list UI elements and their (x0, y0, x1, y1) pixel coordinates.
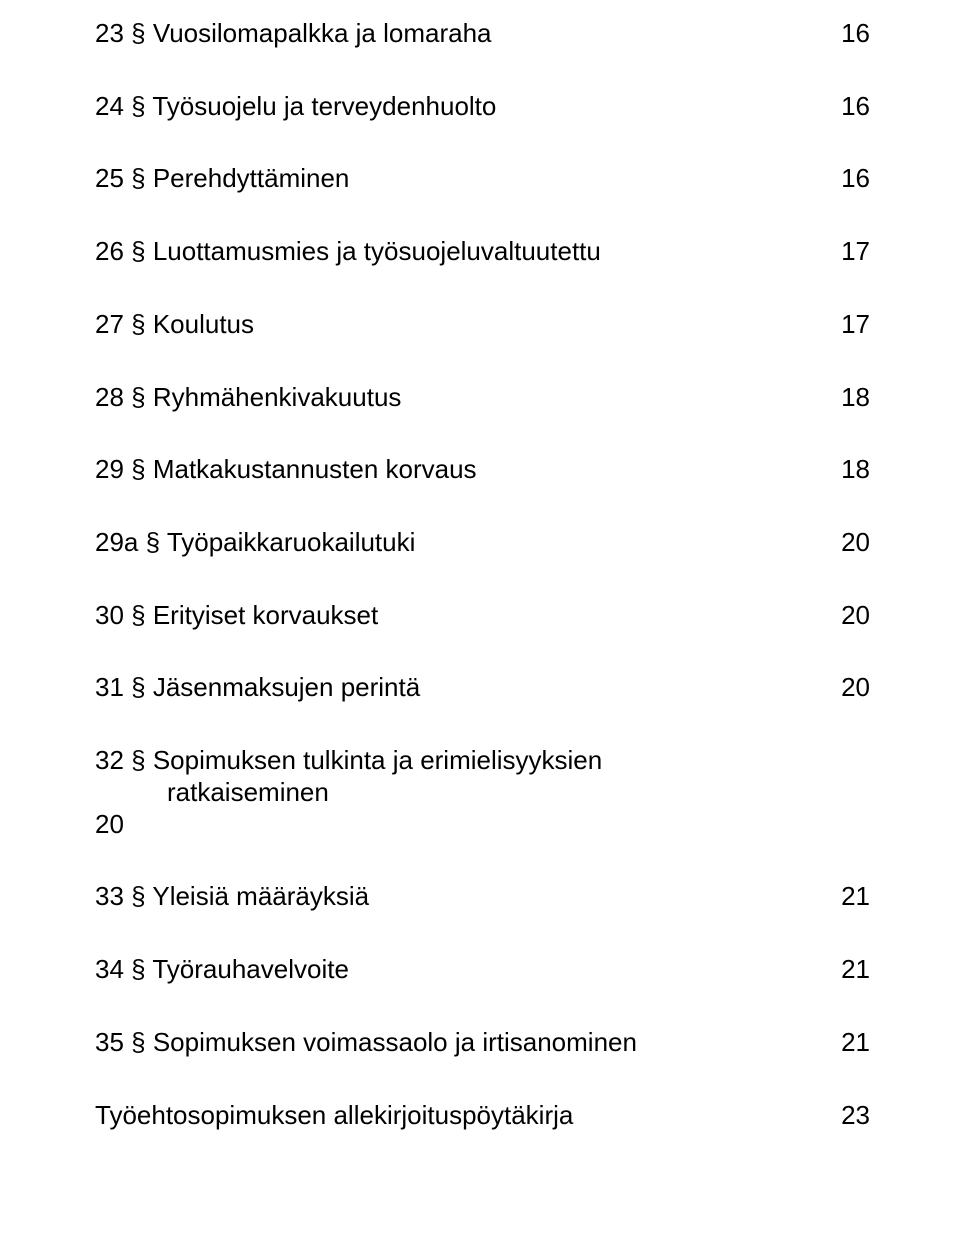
toc-entry-page: 21 (822, 954, 870, 986)
toc-entry-page: 17 (822, 236, 870, 268)
toc-entry: 35 § Sopimuksen voimassaolo ja irtisanom… (95, 1027, 870, 1059)
toc-entry-title: 34 § Työrauhavelvoite (95, 954, 822, 986)
toc-entry-page: 16 (822, 91, 870, 123)
toc-entry: 31 § Jäsenmaksujen perintä 20 (95, 672, 870, 704)
toc-entry-page: 20 (822, 527, 870, 559)
toc-entry-title: 32 § Sopimuksen tulkinta ja erimielisyyk… (95, 745, 822, 777)
toc-entry: 25 § Perehdyttäminen 16 (95, 163, 870, 195)
document-page: 23 § Vuosilomapalkka ja lomaraha 16 24 §… (0, 0, 960, 1251)
toc-entry: 28 § Ryhmähenkivakuutus 18 (95, 382, 870, 414)
toc-entry-multiline: 32 § Sopimuksen tulkinta ja erimielisyyk… (95, 745, 870, 840)
toc-entry-title: 35 § Sopimuksen voimassaolo ja irtisanom… (95, 1027, 822, 1059)
toc-entry: 29 § Matkakustannusten korvaus 18 (95, 454, 870, 486)
toc-entry-title: Työehtosopimuksen allekirjoituspöytäkirj… (95, 1100, 822, 1132)
toc-entry-page: 16 (822, 18, 870, 50)
toc-entry-title: 24 § Työsuojelu ja terveydenhuolto (95, 91, 822, 123)
toc-entry-page: 16 (822, 163, 870, 195)
toc-entry: 29a § Työpaikkaruokailutuki 20 (95, 527, 870, 559)
toc-entry: 27 § Koulutus 17 (95, 309, 870, 341)
toc-entry-page: 20 (822, 600, 870, 632)
toc-entry-title: 33 § Yleisiä määräyksiä (95, 881, 822, 913)
toc-entry-page: 18 (822, 454, 870, 486)
toc-entry-title: 31 § Jäsenmaksujen perintä (95, 672, 822, 704)
toc-entry-page: 17 (822, 309, 870, 341)
toc-entry-title: 28 § Ryhmähenkivakuutus (95, 382, 822, 414)
toc-entry-page: 18 (822, 382, 870, 414)
toc-entry-title: 30 § Erityiset korvaukset (95, 600, 822, 632)
toc-entry-page: 23 (822, 1100, 870, 1132)
toc-entry-title: 27 § Koulutus (95, 309, 822, 341)
toc-entry-page: 20 (95, 809, 870, 841)
toc-entry: 33 § Yleisiä määräyksiä 21 (95, 881, 870, 913)
toc-entry: 24 § Työsuojelu ja terveydenhuolto 16 (95, 91, 870, 123)
toc-entry: 26 § Luottamusmies ja työsuojeluvaltuute… (95, 236, 870, 268)
toc-entry-line1: 32 § Sopimuksen tulkinta ja erimielisyyk… (95, 745, 870, 777)
toc-entry: 23 § Vuosilomapalkka ja lomaraha 16 (95, 18, 870, 50)
toc-entry-page: 20 (822, 672, 870, 704)
toc-entry-title: 23 § Vuosilomapalkka ja lomaraha (95, 18, 822, 50)
toc-entry-line2: ratkaiseminen (95, 777, 870, 809)
toc-entry-title: 29 § Matkakustannusten korvaus (95, 454, 822, 486)
toc-entry-page: 21 (822, 881, 870, 913)
toc-entry: Työehtosopimuksen allekirjoituspöytäkirj… (95, 1100, 870, 1132)
toc-entry-title: 25 § Perehdyttäminen (95, 163, 822, 195)
toc-entry-title: 29a § Työpaikkaruokailutuki (95, 527, 822, 559)
toc-entry: 30 § Erityiset korvaukset 20 (95, 600, 870, 632)
toc-entry-page: 21 (822, 1027, 870, 1059)
toc-entry: 34 § Työrauhavelvoite 21 (95, 954, 870, 986)
toc-entry-title: 26 § Luottamusmies ja työsuojeluvaltuute… (95, 236, 822, 268)
